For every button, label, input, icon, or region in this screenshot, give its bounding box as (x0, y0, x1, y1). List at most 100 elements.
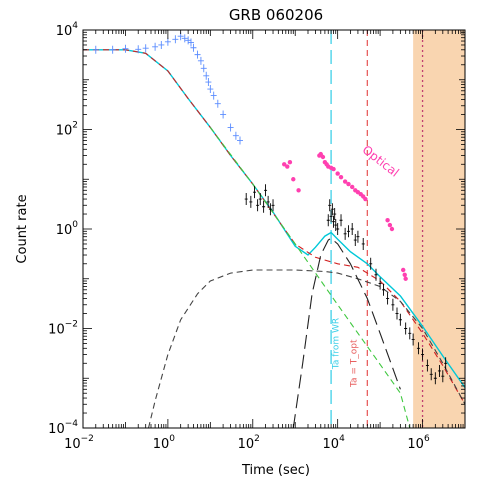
optical-point (331, 166, 336, 172)
bat-point (220, 110, 227, 119)
bat-point (152, 42, 159, 51)
y-tick-label: 10−2 (48, 320, 78, 338)
xrt-point (353, 234, 357, 247)
optical-point (338, 174, 344, 180)
optical-point (350, 184, 355, 190)
optical-point (287, 160, 293, 165)
xrt-point (408, 327, 412, 340)
xrt-point (339, 214, 343, 227)
xrt-point (326, 214, 330, 227)
bat-point (207, 85, 214, 94)
xrt-point (334, 219, 338, 232)
xrt-point (361, 237, 365, 250)
xrt-point (336, 223, 340, 235)
xrt-point (244, 193, 248, 206)
optical-point (335, 171, 340, 176)
y-tick-label: 104 (56, 21, 79, 39)
bat-point (205, 78, 212, 87)
x-tick-label: 106 (407, 434, 430, 452)
y-tick-label: 100 (56, 220, 79, 238)
xrt-point (441, 370, 445, 383)
bat-point (135, 45, 142, 54)
bat-point (237, 136, 244, 145)
x-axis-label: Time (sec) (241, 463, 310, 478)
optical-point (285, 164, 290, 169)
xrt-point (381, 283, 385, 296)
optical-point (342, 179, 348, 184)
optical-point (346, 181, 351, 187)
bat-point (185, 36, 192, 45)
xrt-point (330, 203, 334, 216)
xrt-point (333, 208, 337, 221)
optical-point (387, 222, 393, 228)
optical-point (320, 154, 326, 160)
xrt-point (258, 193, 262, 206)
xrt-point (256, 199, 260, 212)
optical-point (291, 177, 296, 182)
xrt-point (398, 313, 402, 326)
bat-point (164, 37, 171, 46)
optical-point (296, 188, 301, 193)
xrt-point (347, 225, 351, 238)
optical-point (402, 272, 407, 278)
optical-point (403, 276, 408, 281)
xrt-point (386, 292, 390, 305)
xrt-point (404, 322, 408, 335)
bat-point (142, 44, 149, 53)
xrt-point (433, 372, 437, 385)
xrt-point (421, 348, 425, 361)
bat-point (92, 45, 99, 54)
bat-point (200, 64, 207, 73)
xrt-point (253, 186, 257, 199)
x-tick-label: 100 (153, 434, 176, 452)
plot-frame (82, 29, 466, 429)
bat-point (172, 35, 179, 44)
optical-point (389, 226, 395, 232)
plot-area: Optical Ta from WR Ta = T_opt (83, 30, 465, 428)
xrt-point (369, 257, 373, 270)
bat-point (227, 123, 234, 132)
bat-point (203, 71, 210, 80)
xrt-point (444, 357, 448, 370)
xrt-point (416, 342, 420, 355)
annotation-2: Ta = T_opt (350, 339, 360, 388)
xrt-point (271, 199, 275, 212)
bat-point (122, 44, 129, 53)
xrt-point (329, 210, 333, 223)
model-curve-1 (83, 49, 465, 405)
optical-point (282, 162, 287, 167)
chart-title: GRB 060206 (229, 6, 323, 24)
xrt-point (262, 200, 266, 213)
bat-point (214, 99, 221, 108)
xrt-point (395, 307, 399, 320)
xrt-point (374, 268, 378, 281)
xrt-point (437, 364, 441, 377)
optical-point (363, 196, 368, 202)
x-tick-label: 104 (323, 434, 346, 452)
y-axis-label: Count rate (15, 194, 30, 263)
xrt-point (266, 195, 270, 208)
optical-point (401, 267, 406, 273)
bat-point (158, 40, 165, 49)
annotation-1: Ta from WR (332, 318, 342, 370)
model-curve-4 (209, 127, 411, 428)
annotation-0: Optical (360, 143, 402, 180)
xrt-point (343, 227, 347, 240)
xrt-point (425, 359, 429, 372)
bat-point (210, 91, 217, 100)
model-curve-2 (147, 269, 465, 428)
bat-point (197, 56, 204, 65)
x-tick-label: 10−2 (64, 434, 94, 452)
xrt-point (328, 199, 332, 212)
xrt-point (391, 298, 395, 311)
plot-clipped-group: Optical Ta from WR Ta = T_opt (83, 30, 465, 428)
xrt-point (356, 230, 360, 243)
bat-point (232, 131, 239, 140)
xrt-point (411, 333, 415, 346)
xrt-point (429, 368, 433, 381)
bat-point (194, 50, 201, 59)
bat-point (190, 43, 197, 52)
xrt-point (378, 277, 382, 290)
x-tick-label: 102 (238, 434, 260, 452)
